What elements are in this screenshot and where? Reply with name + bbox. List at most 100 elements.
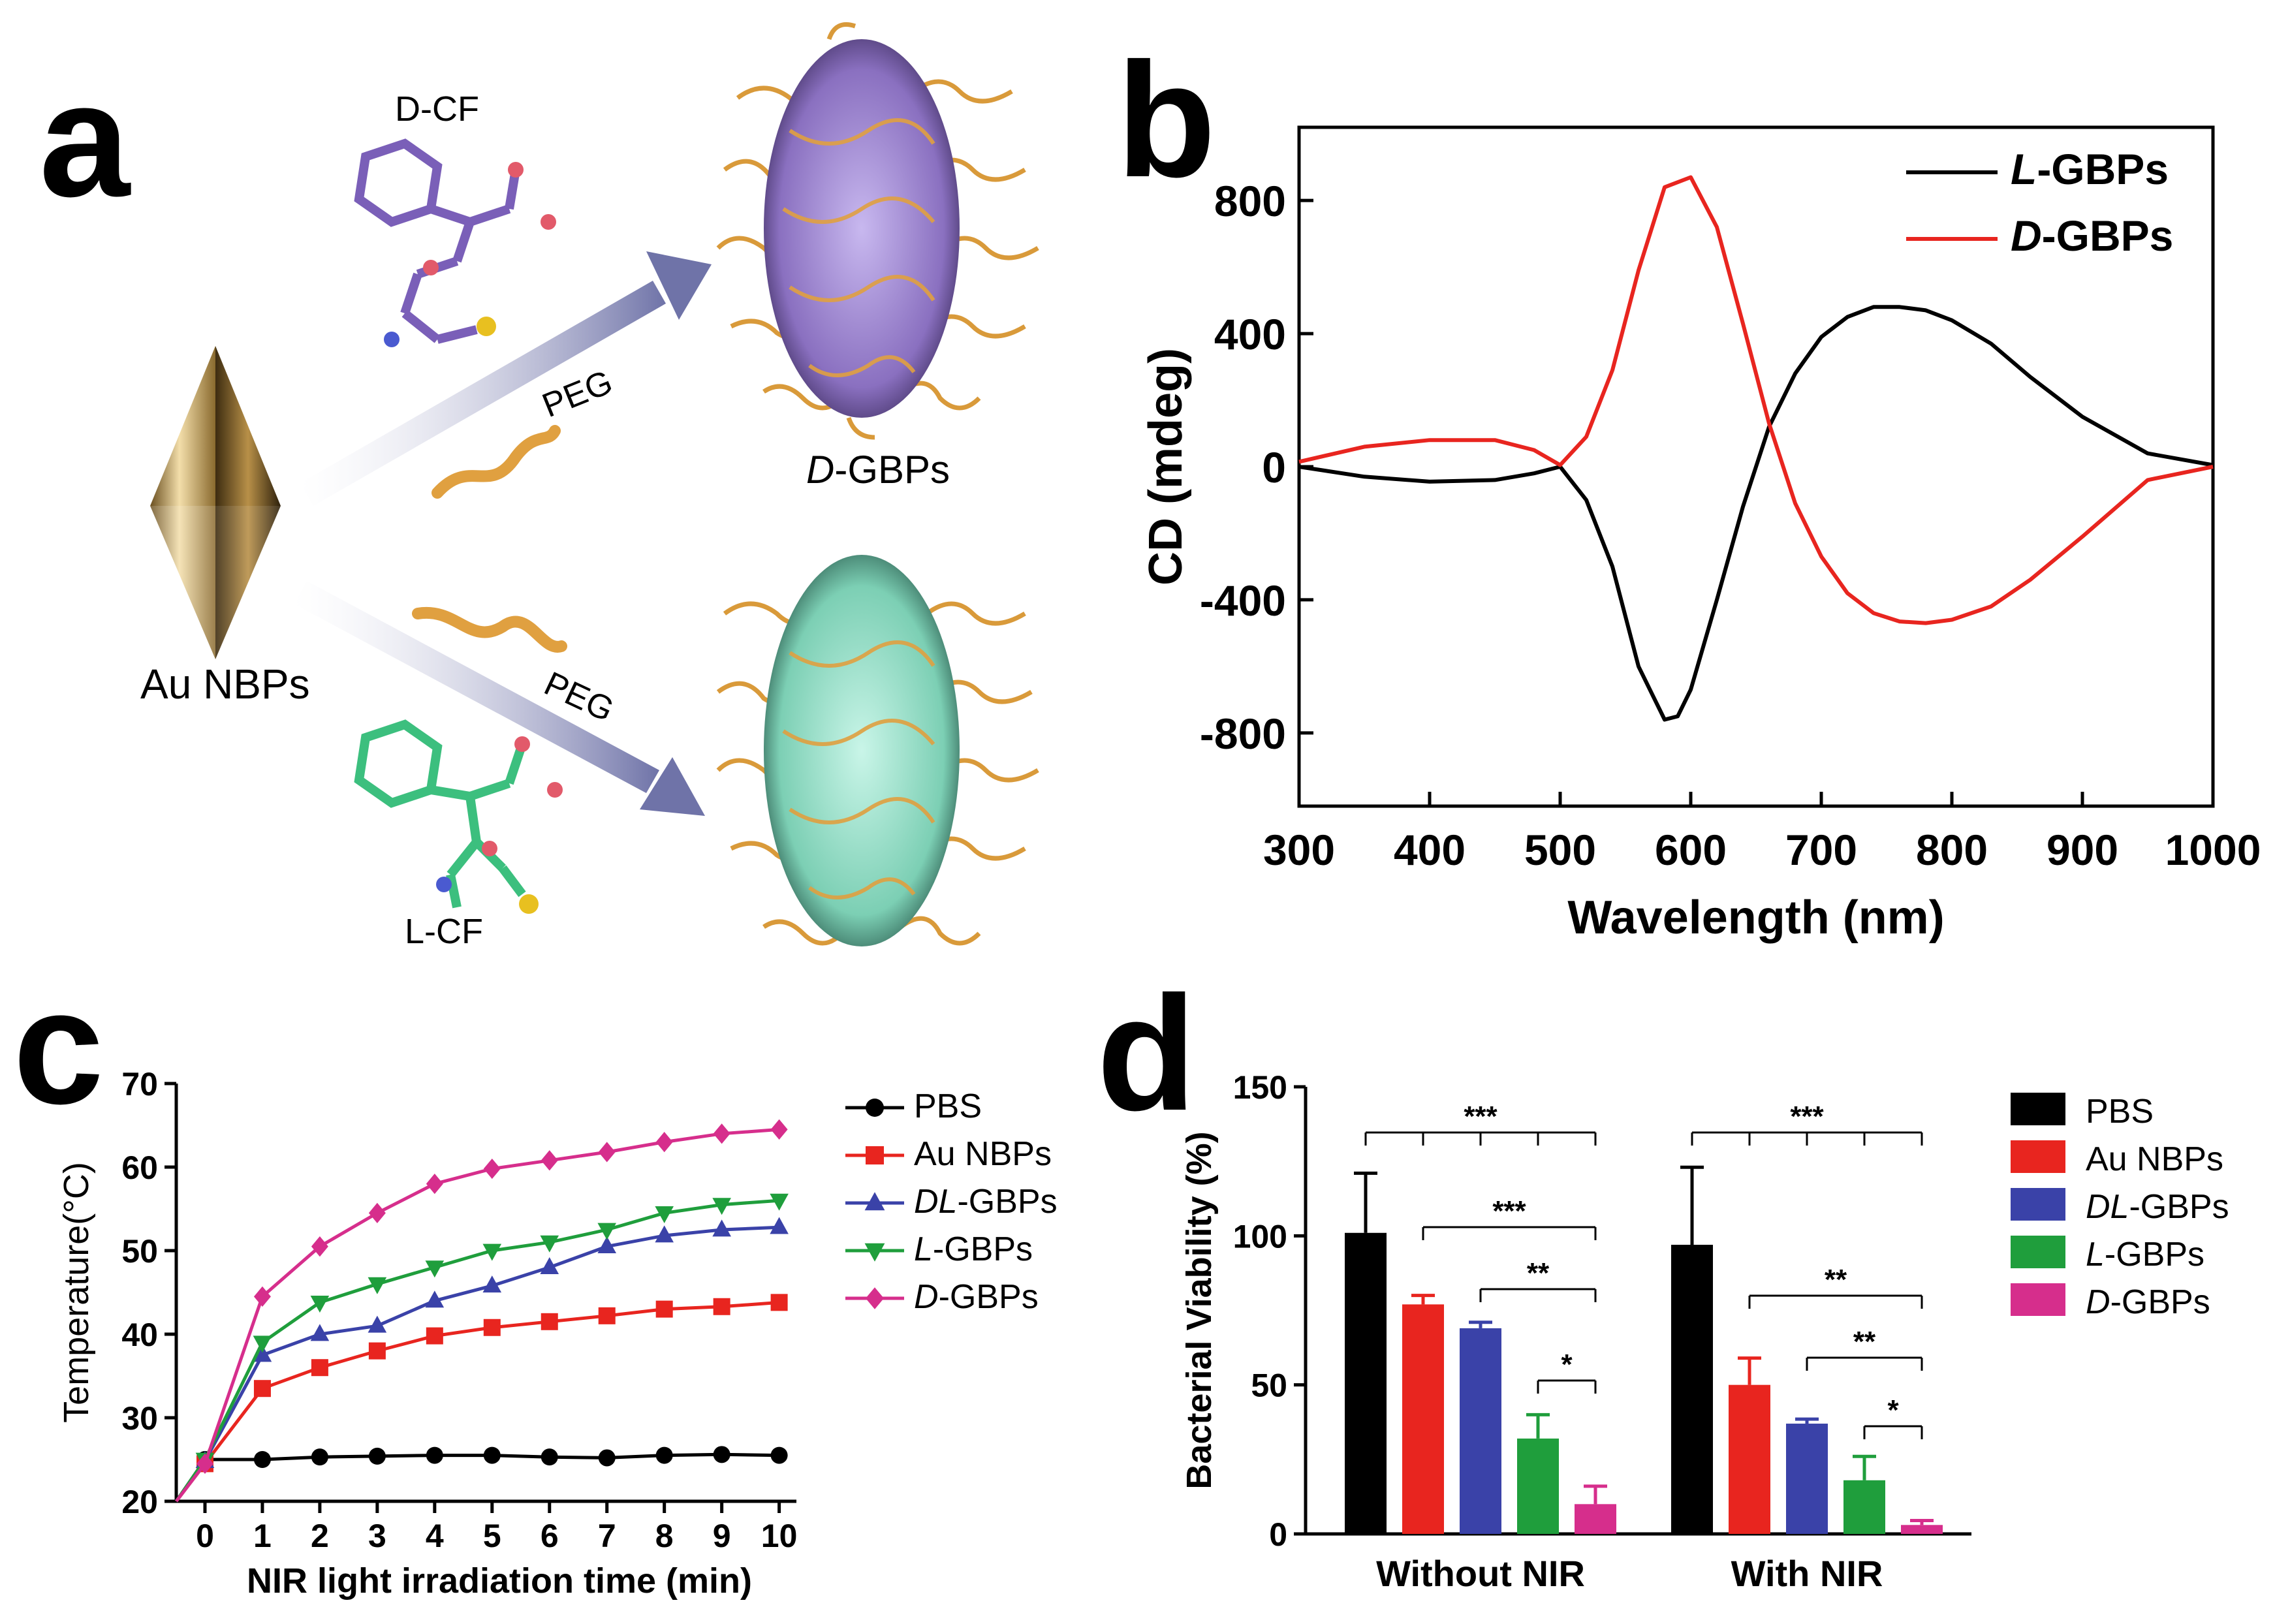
panel-d: d 0 50 100 150 Bacterial Viability (%) Withou…	[1097, 962, 2229, 1594]
chart-d-sig-label: *	[1561, 1349, 1573, 1381]
chart-d-bar	[1345, 1232, 1387, 1534]
chart-c-point	[368, 1447, 386, 1465]
chart-c-point	[483, 1319, 501, 1336]
chart-c-xtick-label: 3	[368, 1518, 386, 1554]
chart-c-xtick-label: 8	[655, 1518, 674, 1554]
chart-d-legend-label: L-GBPs	[2086, 1236, 2204, 1273]
chart-d-legend-label-rest: -GBPs	[2105, 1236, 2204, 1273]
chart-c-point	[655, 1206, 674, 1223]
chart-d-legend-swatch	[2011, 1093, 2065, 1125]
chart-c-point	[310, 1324, 330, 1341]
chart-c-point	[770, 1119, 788, 1140]
chart-c-xlabel: NIR light irradiation time (min)	[247, 1561, 752, 1601]
chart-b-series-line	[1298, 175, 2214, 625]
chart-c-point	[311, 1359, 328, 1377]
chart-c-point	[368, 1342, 386, 1360]
chart-c-point	[655, 1225, 674, 1243]
chart-c-point	[426, 1174, 443, 1195]
chart-c-point	[541, 1448, 558, 1466]
chart-b-xtick-label: 700	[1785, 826, 1857, 874]
chart-c-series-line	[175, 1127, 779, 1503]
chart-c-legend-label-text: Au NBPs	[914, 1135, 1052, 1173]
chart-c-series-line	[174, 1198, 779, 1503]
chart-d-bar	[1517, 1438, 1559, 1534]
chart-b-legend-label-rest: -GBPs	[2037, 145, 2169, 193]
chart-b-legend-label-italic: L	[2011, 145, 2037, 193]
chart-d-bar	[1402, 1304, 1444, 1534]
peg-label-top: PEG	[537, 363, 618, 425]
panel-a-letter: a	[39, 48, 131, 230]
d-gbps-label: D-GBPs	[806, 448, 950, 492]
chart-b-xtick-label: 1000	[2165, 826, 2261, 874]
chart-c-point	[712, 1219, 731, 1237]
chart-c-legend-marker	[866, 1146, 884, 1164]
chart-c-point	[483, 1158, 501, 1179]
chart-c-point	[482, 1275, 502, 1293]
chart-b-legend-label-rest: -GBPs	[2042, 211, 2174, 260]
chart-c-point	[770, 1446, 788, 1464]
chart-c-point	[425, 1290, 445, 1308]
chart-d-sig-label: ***	[1464, 1101, 1498, 1132]
panel-c-letter: c	[13, 956, 104, 1138]
chart-c-xtick-label: 9	[713, 1518, 731, 1554]
chart-b-xtick-label: 800	[1916, 826, 1988, 874]
chart-d-bar	[1901, 1525, 1943, 1534]
chart-d-legend-label-italic: DL	[2086, 1188, 2129, 1226]
chart-c-point	[597, 1223, 617, 1240]
chart-d-sig-label: ***	[1492, 1195, 1526, 1227]
chart-c-xtick-label: 7	[598, 1518, 616, 1554]
peg-chain-bottom	[412, 606, 567, 653]
chart-d-bar	[1729, 1384, 1770, 1534]
chart-b-xlabel: Wavelength (nm)	[1567, 892, 1944, 944]
chart-d-legend-label-italic: L	[2086, 1236, 2105, 1273]
d-gbps-particle	[716, 22, 1039, 440]
chart-c-point	[770, 1217, 789, 1234]
chart-d-legend-label: DL-GBPs	[2086, 1188, 2229, 1226]
chart-c-legend-label-text: PBS	[914, 1087, 982, 1125]
chart-c-legend-label: DL-GBPs	[914, 1183, 1058, 1221]
chart-b-ytick-label: 400	[1214, 310, 1286, 358]
chart-d-legend-swatch	[2011, 1188, 2065, 1221]
chart-c-point	[770, 1294, 788, 1311]
chart-c-point	[253, 1345, 272, 1362]
chart-d-legend-label-text: PBS	[2086, 1093, 2154, 1131]
chart-d-legend-swatch	[2011, 1283, 2065, 1316]
chart-d-legend-swatch	[2011, 1140, 2065, 1173]
chart-c-legend-label: PBS	[914, 1087, 982, 1125]
chart-c-point	[713, 1123, 730, 1144]
arrow-top	[300, 251, 712, 506]
chart-d-legend-label-text: Au NBPs	[2086, 1140, 2223, 1178]
chart-b-xtick-label: 600	[1655, 826, 1727, 874]
chart-b-ytick-label: -800	[1200, 710, 1286, 758]
panel-a: a Au NBPs PEG PEG D-CF	[39, 22, 1039, 951]
chart-b-legend-label: D-GBPs	[2011, 211, 2173, 260]
chart-b-xtick-label: 500	[1524, 826, 1596, 874]
chart-c-legend-label-rest: -GBPs	[957, 1183, 1057, 1221]
chart-c-xtick-label: 5	[483, 1518, 501, 1554]
chart-d-legend-label-italic: D	[2086, 1283, 2110, 1321]
chart-d-category-label: With NIR	[1731, 1553, 1883, 1594]
l-gbps-particle	[716, 555, 1039, 946]
chart-c-legend-label-rest: -GBPs	[933, 1230, 1033, 1268]
chart-c-series-line	[174, 1452, 779, 1503]
chart-c-point	[253, 1286, 271, 1307]
chart-c-point	[540, 1235, 559, 1253]
chart-c-point	[655, 1446, 673, 1464]
d-cf-label: D-CF	[395, 89, 479, 129]
arrow-bottom	[294, 581, 705, 816]
chart-c-point	[368, 1202, 386, 1223]
chart-c-xtick-label: 6	[541, 1518, 559, 1554]
chart-d-legend-label-rest: -GBPs	[2129, 1188, 2229, 1226]
chart-d-sig-label: **	[1527, 1257, 1550, 1289]
chart-b-ytick-label: 800	[1214, 177, 1286, 225]
chart-c-xtick-label: 10	[761, 1518, 798, 1554]
chart-b: 300 400 500 600 700 800 900 1000 800 400 0 -400 -800…	[1140, 125, 2261, 944]
chart-c-xtick-label: 4	[426, 1518, 444, 1554]
chart-c-legend-label-rest: -GBPs	[939, 1278, 1039, 1316]
chart-d-sig-label: *	[1887, 1394, 1899, 1426]
au-nbps-label: Au NBPs	[140, 661, 310, 708]
chart-c-point	[483, 1446, 501, 1464]
chart-d-sig-label: **	[1825, 1264, 1847, 1296]
chart-b-ytick-label: 0	[1262, 443, 1286, 492]
